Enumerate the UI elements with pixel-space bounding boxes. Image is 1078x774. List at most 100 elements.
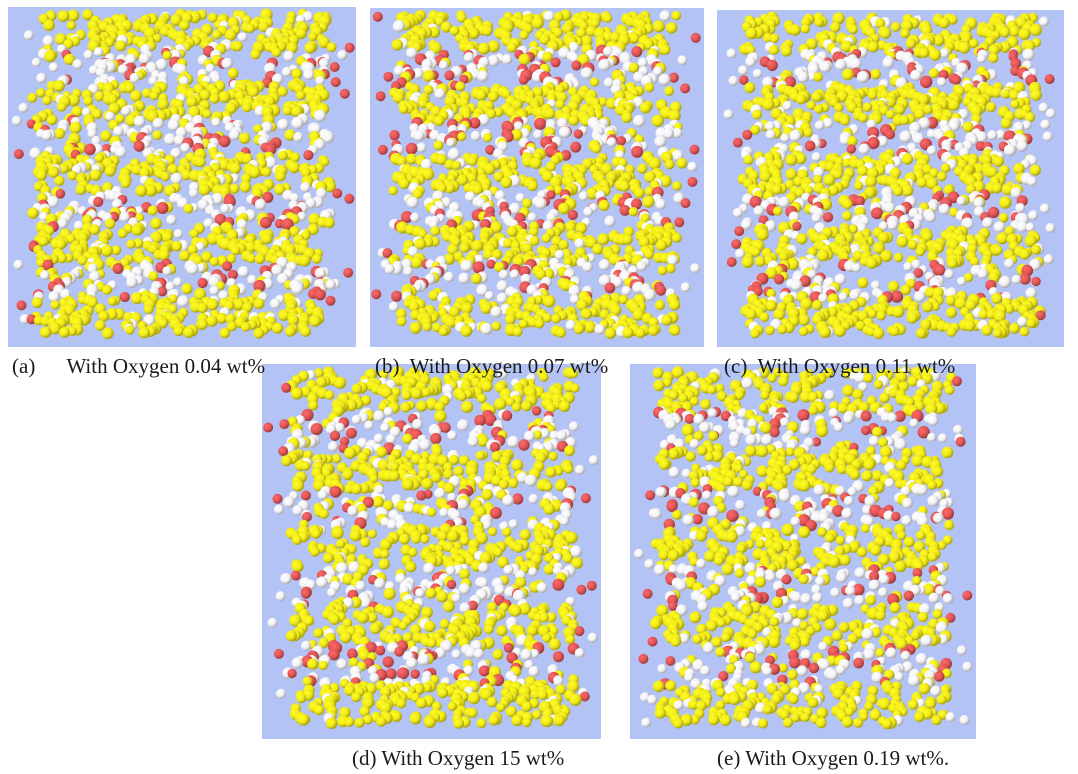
hydrogen-atom (1038, 102, 1049, 113)
oxygen-atom (804, 140, 816, 152)
sulfur-atom (342, 468, 354, 481)
sulfur-atom (478, 42, 490, 55)
hydrogen-atom (458, 583, 471, 595)
sulfur-atom (475, 450, 486, 461)
sulfur-atom (197, 302, 208, 314)
hydrogen-atom (373, 433, 384, 444)
hydrogen-atom (849, 57, 862, 70)
sulfur-atom (991, 293, 1003, 305)
sulfur-atom (430, 226, 441, 236)
hydrogen-atom (477, 114, 490, 126)
sulfur-atom (759, 312, 770, 323)
hydrogen-atom (807, 269, 817, 279)
hydrogen-atom (882, 56, 895, 69)
sulfur-atom (66, 20, 77, 31)
oxygen-atom (1031, 276, 1041, 287)
sulfur-atom (313, 368, 324, 379)
hydrogen-atom (509, 202, 521, 215)
oxygen-atom (430, 432, 442, 445)
sulfur-atom (750, 124, 761, 135)
hydrogen-atom (87, 128, 97, 139)
hydrogen-atom (876, 135, 889, 148)
sulfur-atom (896, 235, 909, 248)
oxygen-atom (489, 507, 502, 519)
sulfur-atom (36, 170, 47, 181)
sulfur-atom (381, 606, 395, 619)
hydrogen-atom (347, 505, 359, 517)
sulfur-atom (857, 165, 869, 177)
sulfur-atom (1008, 25, 1021, 37)
sulfur-atom (376, 446, 388, 458)
hydrogen-atom (503, 564, 514, 576)
sulfur-atom (411, 534, 421, 544)
sulfur-atom (315, 376, 327, 388)
sulfur-atom (104, 165, 116, 177)
hydrogen-atom (237, 266, 250, 278)
sulfur-atom (440, 21, 452, 33)
hydrogen-atom (452, 517, 463, 528)
sulfur-atom (968, 38, 979, 49)
hydrogen-atom (271, 264, 284, 276)
sulfur-atom (992, 328, 1003, 338)
sulfur-atom (179, 19, 190, 31)
sulfur-atom (867, 41, 879, 53)
sulfur-atom (654, 300, 666, 311)
sulfur-atom (209, 93, 220, 104)
sulfur-atom (872, 327, 885, 340)
oxygen-atom (440, 422, 451, 433)
hydrogen-atom (305, 197, 317, 209)
sulfur-atom (655, 239, 668, 252)
sulfur-atom (571, 557, 583, 569)
sulfur-atom (754, 256, 766, 267)
hydrogen-atom (813, 166, 825, 178)
sulfur-atom (771, 184, 783, 195)
sulfur-atom (421, 606, 433, 619)
sulfur-atom (126, 239, 136, 249)
sulfur-atom (219, 327, 231, 339)
sulfur-atom (867, 308, 877, 319)
sulfur-atom (455, 81, 466, 92)
hydrogen-atom (165, 281, 176, 292)
sulfur-atom (186, 96, 198, 108)
sulfur-atom (834, 102, 844, 113)
oxygen-atom (604, 282, 616, 294)
hydrogen-atom (119, 211, 130, 223)
oxygen-atom (362, 496, 374, 508)
sulfur-atom (183, 203, 194, 214)
sulfur-atom (447, 530, 459, 543)
hydrogen-atom (738, 65, 748, 76)
oxygen-atom (119, 291, 130, 303)
sulfur-atom (941, 163, 951, 173)
sulfur-atom (150, 217, 162, 230)
oxygen-atom (534, 117, 547, 130)
oxygen-atom (1010, 58, 1022, 69)
sulfur-atom (598, 96, 608, 107)
sulfur-atom (246, 253, 256, 264)
sulfur-atom (539, 33, 551, 45)
sulfur-atom (519, 30, 529, 40)
oxygen-atom (222, 261, 233, 272)
sulfur-atom (36, 88, 46, 98)
sulfur-atom (577, 223, 587, 234)
oxygen-atom (446, 579, 457, 590)
sulfur-atom (67, 326, 77, 337)
hydrogen-atom (211, 117, 221, 128)
sulfur-atom (901, 184, 914, 197)
oxygen-atom (518, 439, 530, 451)
sulfur-atom (161, 230, 173, 243)
sulfur-atom (513, 542, 524, 553)
hydrogen-atom (490, 306, 502, 318)
hydrogen-atom (40, 270, 50, 281)
hydrogen-atom (41, 129, 53, 141)
oxygen-atom (302, 511, 312, 522)
hydrogen-atom (633, 114, 646, 128)
hydrogen-atom (270, 298, 281, 310)
sulfur-atom (459, 242, 470, 253)
oxygen-atom (382, 248, 393, 259)
sulfur-atom (94, 153, 104, 163)
sulfur-atom (890, 21, 901, 32)
sulfur-atom (993, 310, 1006, 323)
hydrogen-atom (765, 121, 776, 132)
sulfur-atom (377, 459, 390, 472)
oxygen-atom (344, 42, 355, 53)
